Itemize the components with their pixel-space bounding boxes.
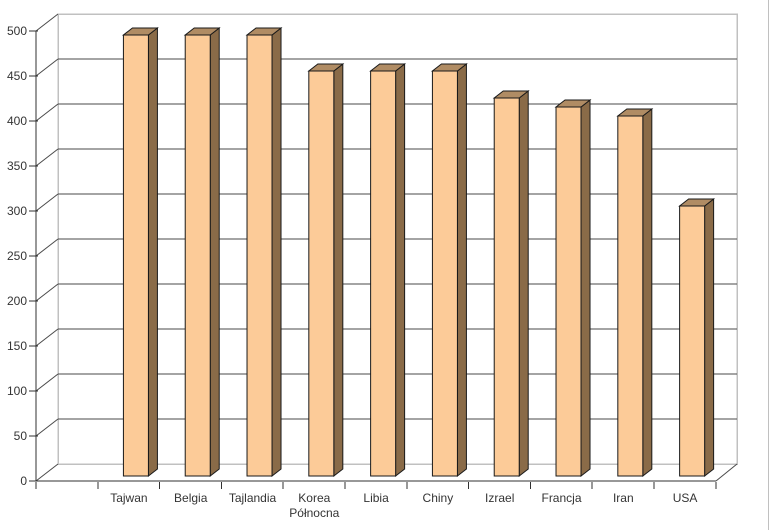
gridline-depth-segment: [35, 373, 59, 392]
bar-usa: [678, 197, 716, 478]
bar-korea-p-nocna: [307, 62, 345, 478]
bar-front-face: [122, 34, 149, 477]
y-tick-label: 50: [14, 429, 28, 443]
gridline-depth-segment: [35, 58, 59, 77]
y-tick-label: 200: [7, 294, 27, 308]
y-tick-label: 0: [20, 474, 27, 488]
gridline-depth-segment: [35, 328, 59, 347]
x-tick-label: Północna: [289, 506, 339, 520]
x-tick-label: Izrael: [485, 491, 514, 505]
x-tick-label: Chiny: [423, 491, 454, 505]
bar-side-face: [395, 62, 406, 478]
gridline-depth-segment: [35, 463, 59, 482]
bar-side-face: [147, 26, 158, 478]
bar-front-face: [493, 97, 520, 477]
bar-front-face: [431, 70, 458, 477]
bar-francja: [554, 98, 592, 478]
x-tick-label: Libia: [363, 491, 389, 505]
bar-side-face: [518, 89, 529, 478]
gridline-depth-segment: [35, 13, 59, 32]
gridline-depth-segment: [35, 238, 59, 257]
bar-top-face: [307, 63, 345, 72]
bar-tajwan: [121, 26, 159, 478]
bar-top-face: [369, 63, 407, 72]
bar-side-face: [209, 26, 220, 478]
bar-belgia: [183, 26, 221, 478]
bar-top-face: [492, 90, 530, 99]
bar-top-face: [616, 108, 654, 117]
bar-top-face: [430, 63, 468, 72]
floor-right-edge: [715, 463, 738, 482]
y-tick-label: 350: [7, 159, 27, 173]
x-axis-ticks: [35, 482, 717, 489]
bar-side-face: [704, 197, 715, 478]
x-tick-label: Belgia: [174, 491, 208, 505]
bar-side-face: [580, 98, 591, 478]
y-tick-label: 500: [7, 24, 27, 38]
x-tick-label: Tajwan: [110, 491, 147, 505]
y-tick-label: 450: [7, 69, 27, 83]
y-tick-label: 400: [7, 114, 27, 128]
bar-front-face: [679, 205, 706, 477]
x-tick-label: Francja: [541, 491, 581, 505]
gridline-depth-segment: [35, 103, 59, 122]
bar-front-face: [246, 34, 273, 477]
gridline-depth-segment: [35, 193, 59, 212]
y-axis-ticks: [29, 30, 38, 482]
y-tick-label: 250: [7, 249, 27, 263]
bar-front-face: [184, 34, 211, 477]
gridline-depth-segment: [35, 418, 59, 437]
bar-front-face: [308, 70, 335, 477]
y-tick-label: 100: [7, 384, 27, 398]
bar-chiny: [430, 62, 468, 478]
x-tick-label: USA: [673, 491, 698, 505]
bar-front-face: [370, 70, 397, 477]
bar-front-face: [555, 106, 582, 477]
bar-top-face: [245, 27, 283, 36]
bar-front-face: [617, 115, 644, 477]
bar-tajlandia: [245, 26, 283, 478]
bar-libia: [369, 62, 407, 478]
x-tick-label: Korea: [298, 491, 330, 505]
bar-top-face: [554, 99, 592, 108]
gridline-depth-segment: [35, 283, 59, 302]
bar-top-face: [121, 27, 159, 36]
bar-top-face: [678, 198, 716, 207]
bar-top-face: [183, 27, 221, 36]
y-tick-label: 300: [7, 204, 27, 218]
y-tick-label: 150: [7, 339, 27, 353]
bars: [121, 26, 716, 478]
bar-side-face: [271, 26, 282, 478]
bar-iran: [616, 107, 654, 478]
bar-side-face: [456, 62, 467, 478]
gridline-depth-segment: [35, 148, 59, 167]
grid-depth-connectors: [35, 13, 59, 482]
x-tick-label: Iran: [613, 491, 634, 505]
y-axis-labels: 0 50 100 150 200 250 300 350 400 450 500: [7, 24, 27, 488]
bar-side-face: [333, 62, 344, 478]
bar-izrael: [492, 89, 530, 478]
x-tick-label: Tajlandia: [229, 491, 277, 505]
bar-side-face: [642, 107, 653, 478]
